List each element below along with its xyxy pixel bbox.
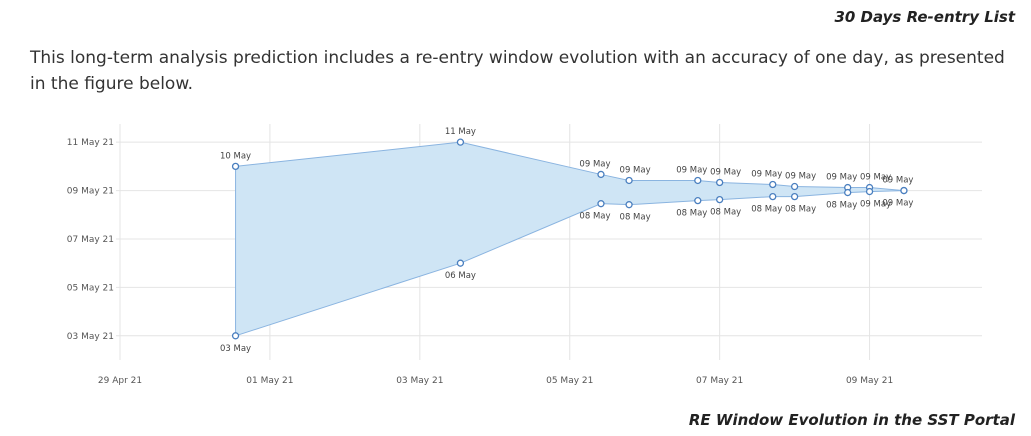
upper-point [790,182,799,191]
lower-point-label: 09 May [860,200,891,210]
x-tick-label: 09 May 21 [846,376,893,386]
x-tick-label: 03 May 21 [396,376,443,386]
upper-point [625,176,633,185]
lower-point [597,200,605,208]
y-tick-label: 09 May 21 [67,187,114,197]
lower-point [769,192,777,201]
upper-point-label: 09 May [710,167,741,177]
lower-point [694,196,702,205]
lower-point-label: 08 May [751,205,782,215]
lower-point-label: 08 May [710,208,741,218]
upper-point [769,180,777,189]
upper-point [456,138,465,146]
lower-point [900,186,908,195]
figure-caption: RE Window Evolution in the SST Portal [688,411,1015,429]
upper-point-label: 10 May [220,151,251,161]
lower-point [844,188,852,197]
chart-points [231,138,908,340]
x-tick-label: 01 May 21 [246,376,293,386]
page-title: 30 Days Re-entry List [834,8,1015,26]
upper-point [597,170,605,179]
lower-point-label: 03 May [220,344,251,354]
upper-point-label: 09 May [620,165,651,175]
upper-point-label: 09 May [751,170,782,180]
upper-point-label: 11 May [445,127,476,137]
upper-point-label: 09 May [860,173,891,183]
upper-point-label: 09 May [826,173,857,183]
lower-point-label: 08 May [785,205,816,215]
lower-point-label: 08 May [620,213,651,223]
y-tick-label: 05 May 21 [67,283,114,293]
lower-point [790,192,799,201]
upper-point [694,176,702,185]
upper-point-label: 09 May [882,176,913,186]
window-area [235,142,904,336]
upper-point-label: 09 May [676,165,707,175]
upper-point-label: 09 May [785,172,816,182]
lower-point-label: 08 May [676,209,707,219]
lower-point [865,187,874,196]
upper-point [716,178,724,187]
y-tick-label: 07 May 21 [67,235,114,245]
lower-point [231,332,240,340]
x-tick-label: 29 Apr 21 [98,376,142,386]
y-tick-label: 03 May 21 [67,332,114,342]
chart-ticks: 29 Apr 21 01 May 21 03 May 21 05 May 21 07 M… [67,138,893,386]
lower-point-label: 06 May [445,271,476,281]
x-tick-label: 05 May 21 [546,376,593,386]
lower-point [456,259,465,267]
lower-point [625,201,633,209]
x-tick-label: 07 May 21 [696,376,743,386]
lower-point-label: 08 May [826,201,857,211]
lower-point-label: 09 May [882,199,913,209]
y-tick-label: 11 May 21 [67,138,114,148]
lower-point [716,195,724,204]
upper-point-label: 09 May [579,159,610,169]
upper-point [231,162,240,171]
intro-paragraph: This long-term analysis prediction inclu… [30,48,1005,94]
lower-point-label: 08 May [579,212,610,222]
